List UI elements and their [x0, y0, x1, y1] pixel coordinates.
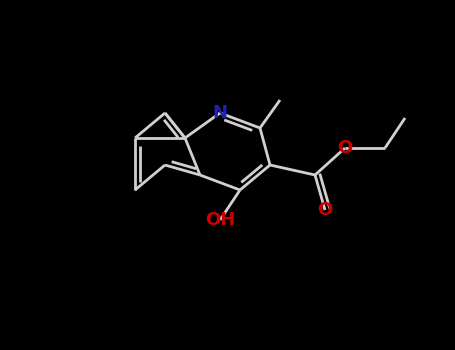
Text: N: N [212, 104, 228, 122]
Text: OH: OH [205, 211, 235, 229]
Text: O: O [337, 139, 353, 157]
Text: O: O [318, 201, 333, 219]
